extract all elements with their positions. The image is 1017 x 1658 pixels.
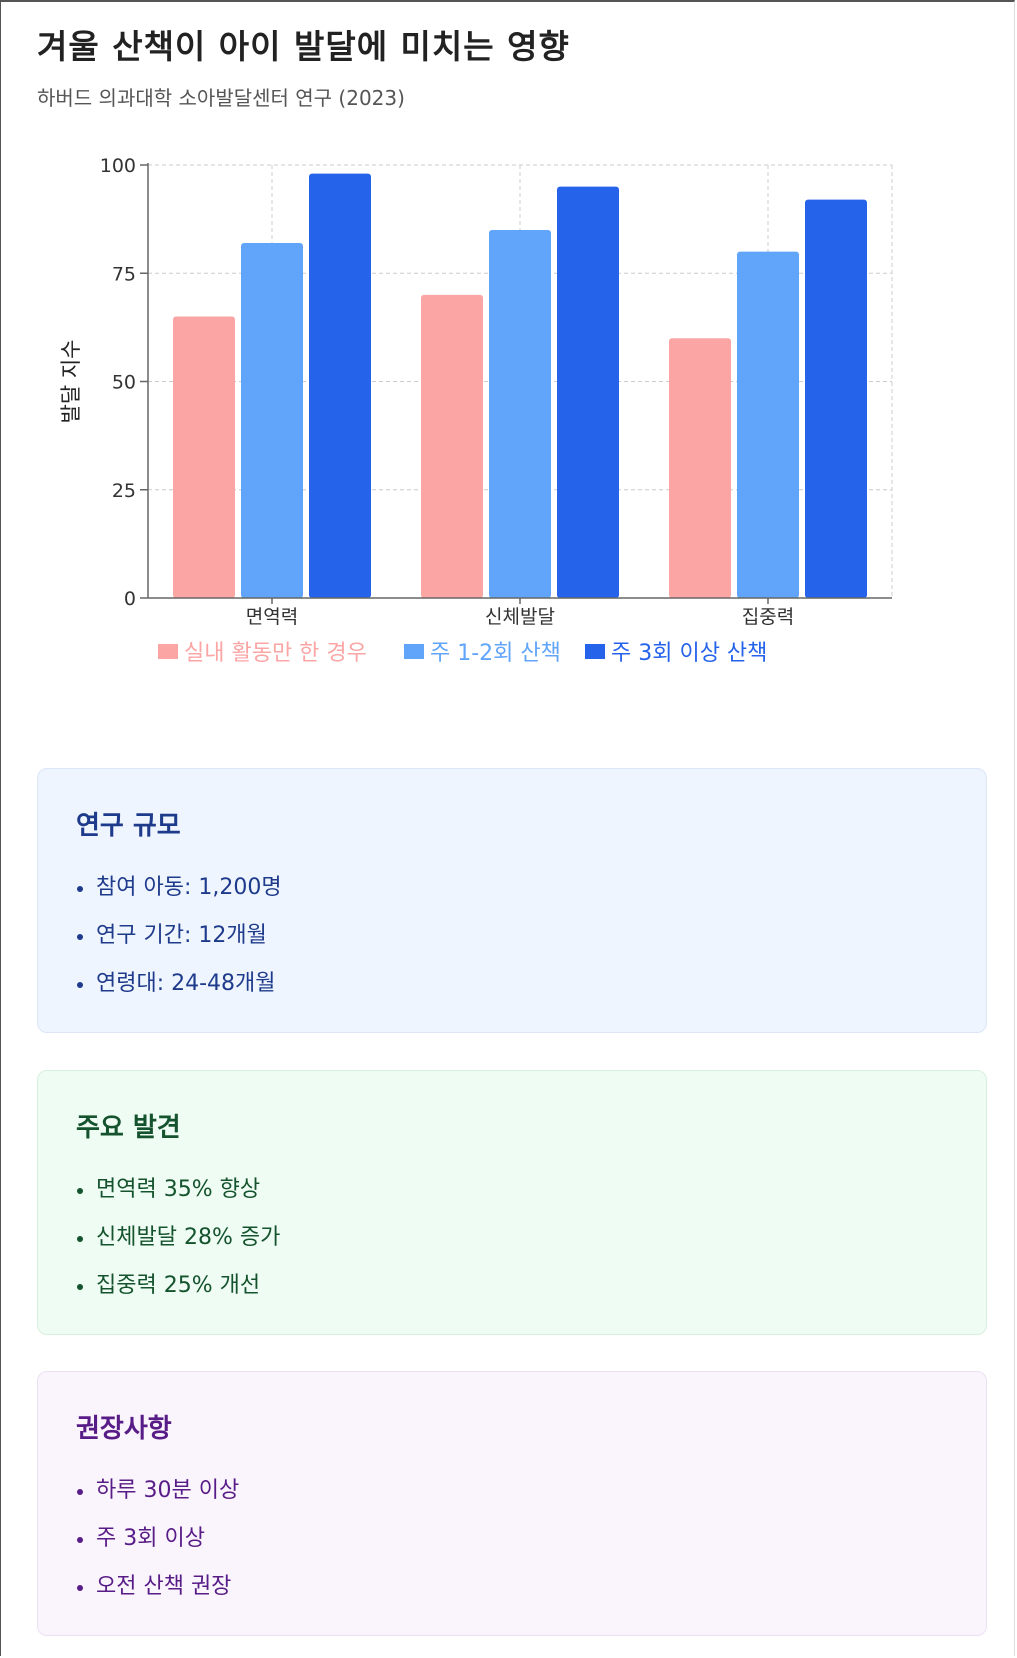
x-tick-label: 집중력 bbox=[742, 606, 794, 628]
legend-swatch bbox=[585, 644, 605, 659]
bar bbox=[489, 229, 551, 598]
y-tick-label: 100 bbox=[100, 155, 136, 177]
page-subtitle: 하버드 의과대학 소아발달센터 연구 (2023) bbox=[37, 86, 405, 110]
study-scale-card: 연구 규모 참여 아동: 1,200명 연구 기간: 12개월 연령대: 24-… bbox=[37, 768, 987, 1033]
legend-swatch bbox=[158, 644, 178, 659]
bar bbox=[241, 242, 303, 598]
list-item: 오전 산책 권장 bbox=[76, 1563, 948, 1611]
key-findings-title: 주요 발견 bbox=[76, 1113, 181, 1143]
y-tick-label: 25 bbox=[112, 480, 136, 502]
legend-swatch bbox=[404, 644, 424, 659]
key-findings-list: 면역력 35% 향상 신체발달 28% 증가 집중력 25% 개선 bbox=[76, 1166, 948, 1310]
y-tick-label: 50 bbox=[112, 372, 136, 394]
bar bbox=[173, 316, 235, 598]
recommendations-list: 하루 30분 이상 주 3회 이상 오전 산책 권장 bbox=[76, 1467, 948, 1611]
bar bbox=[805, 199, 867, 598]
list-item: 집중력 25% 개선 bbox=[76, 1262, 948, 1310]
x-tick-label: 면역력 bbox=[246, 606, 298, 628]
list-item: 참여 아동: 1,200명 bbox=[76, 864, 948, 912]
list-item: 연구 기간: 12개월 bbox=[76, 912, 948, 960]
study-scale-list: 참여 아동: 1,200명 연구 기간: 12개월 연령대: 24-48개월 bbox=[76, 864, 948, 1008]
list-item: 면역력 35% 향상 bbox=[76, 1166, 948, 1214]
legend-label: 실내 활동만 한 경우 bbox=[184, 641, 367, 666]
bar bbox=[309, 173, 371, 598]
key-findings-card: 주요 발견 면역력 35% 향상 신체발달 28% 증가 집중력 25% 개선 bbox=[37, 1070, 987, 1335]
bar bbox=[421, 294, 483, 598]
bar bbox=[669, 338, 731, 598]
list-item: 연령대: 24-48개월 bbox=[76, 960, 948, 1008]
y-axis-label: 발달 지수 bbox=[59, 340, 83, 424]
list-item: 주 3회 이상 bbox=[76, 1515, 948, 1563]
page-title: 겨울 산책이 아이 발달에 미치는 영향 bbox=[37, 27, 570, 66]
legend-label: 주 1-2회 산책 bbox=[430, 641, 561, 666]
study-scale-title: 연구 규모 bbox=[76, 811, 181, 841]
list-item: 신체발달 28% 증가 bbox=[76, 1214, 948, 1262]
list-item: 하루 30분 이상 bbox=[76, 1467, 948, 1515]
bar bbox=[737, 251, 799, 598]
recommendations-card: 권장사항 하루 30분 이상 주 3회 이상 오전 산책 권장 bbox=[37, 1371, 987, 1636]
y-tick-label: 75 bbox=[112, 263, 136, 285]
legend-label: 주 3회 이상 산책 bbox=[611, 641, 767, 666]
y-tick-label: 0 bbox=[124, 588, 136, 610]
bar bbox=[557, 186, 619, 598]
x-tick-label: 신체발달 bbox=[485, 606, 555, 628]
recommendations-title: 권장사항 bbox=[76, 1414, 172, 1444]
